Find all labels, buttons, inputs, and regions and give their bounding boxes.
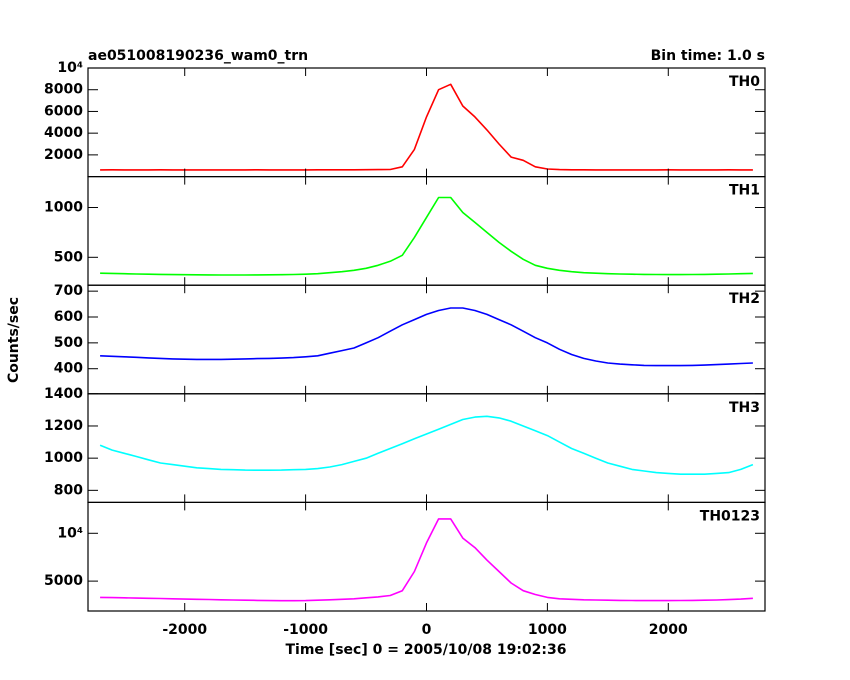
x-tick-label: 0	[422, 622, 432, 638]
chart-title: ae051008190236_wam0_trn	[88, 48, 308, 64]
panel-frame	[87, 284, 766, 395]
y-tick-label: 700	[54, 283, 83, 299]
light-curve	[99, 415, 754, 475]
panel-frame	[87, 501, 766, 612]
panel-label: TH0123	[700, 508, 760, 524]
y-axis-label: Counts/sec	[6, 297, 22, 383]
y-tick-label: 1000	[44, 199, 83, 215]
y-tick-label: 2000	[44, 147, 83, 163]
y-tick-label: 1200	[44, 418, 83, 434]
y-tick-label: 6000	[44, 103, 83, 119]
y-tick-label: 10⁴	[57, 60, 83, 76]
panel-label: TH0	[729, 74, 760, 90]
y-tick-label: 800	[54, 482, 83, 498]
light-curve	[100, 83, 753, 171]
y-tick-label: 400	[54, 361, 83, 377]
y-tick-label: 1000	[44, 450, 83, 466]
y-tick-label: 500	[54, 335, 83, 351]
light-curve	[100, 518, 753, 602]
panel-label: TH2	[729, 291, 760, 307]
x-tick-label: -2000	[162, 622, 207, 638]
y-tick-label: 500	[54, 249, 83, 265]
panel-label: TH3	[729, 400, 760, 416]
y-tick-label: 10⁴	[57, 525, 83, 541]
chart-subtitle: Bin time: 1.0 s	[651, 48, 765, 64]
y-tick-label: 1400	[44, 386, 83, 402]
panel-frame	[87, 176, 766, 286]
panel-frame	[87, 67, 766, 178]
panel-label: TH1	[729, 183, 760, 199]
light-curve	[100, 196, 753, 276]
y-tick-label: 4000	[44, 125, 83, 141]
x-tick-label: 1000	[528, 622, 567, 638]
y-tick-label: 5000	[44, 573, 83, 589]
x-tick-label: -1000	[283, 622, 328, 638]
x-axis-label: Time [sec] 0 = 2005/10/08 19:02:36	[286, 642, 567, 658]
panel-frame	[87, 393, 766, 503]
y-tick-label: 8000	[44, 82, 83, 98]
light-curve	[100, 307, 753, 367]
x-tick-label: 2000	[649, 622, 688, 638]
y-tick-label: 600	[54, 309, 83, 325]
